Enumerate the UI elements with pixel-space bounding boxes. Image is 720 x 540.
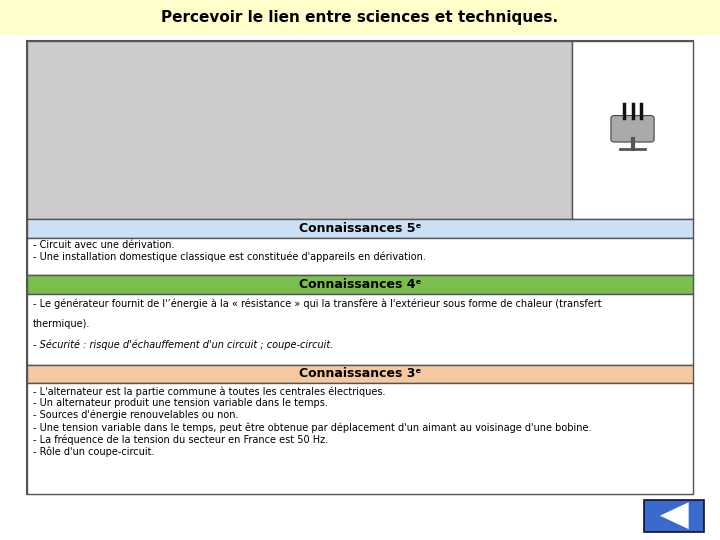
FancyBboxPatch shape [27, 383, 693, 494]
Text: - L'alternateur est la partie commune à toutes les centrales électriques.
- Un a: - L'alternateur est la partie commune à … [33, 386, 592, 457]
FancyBboxPatch shape [27, 275, 693, 294]
FancyBboxPatch shape [27, 40, 693, 494]
FancyBboxPatch shape [27, 40, 572, 219]
FancyBboxPatch shape [27, 364, 693, 383]
FancyBboxPatch shape [27, 238, 693, 275]
FancyBboxPatch shape [572, 40, 693, 219]
FancyBboxPatch shape [27, 294, 693, 364]
Text: - Le générateur fournit de l'’énergie à la « résistance » qui la transfère à l'e: - Le générateur fournit de l'’énergie à … [33, 299, 602, 309]
Text: Connaissances 3ᵉ: Connaissances 3ᵉ [299, 367, 421, 381]
Text: Connaissances 5ᵉ: Connaissances 5ᵉ [299, 221, 421, 235]
Text: thermique).: thermique). [33, 319, 91, 329]
Text: - Circuit avec une dérivation.
- Une installation domestique classique est const: - Circuit avec une dérivation. - Une ins… [33, 240, 426, 262]
FancyBboxPatch shape [644, 500, 704, 532]
Text: Connaissances 4ᵉ: Connaissances 4ᵉ [299, 278, 421, 292]
Text: Percevoir le lien entre sciences et techniques.: Percevoir le lien entre sciences et tech… [161, 10, 559, 25]
Text: - Sécurité : risque d'échauffement d'un circuit ; coupe-circuit.: - Sécurité : risque d'échauffement d'un … [33, 340, 333, 350]
Polygon shape [660, 502, 689, 529]
FancyBboxPatch shape [27, 219, 693, 238]
FancyBboxPatch shape [611, 116, 654, 142]
FancyBboxPatch shape [0, 0, 720, 35]
